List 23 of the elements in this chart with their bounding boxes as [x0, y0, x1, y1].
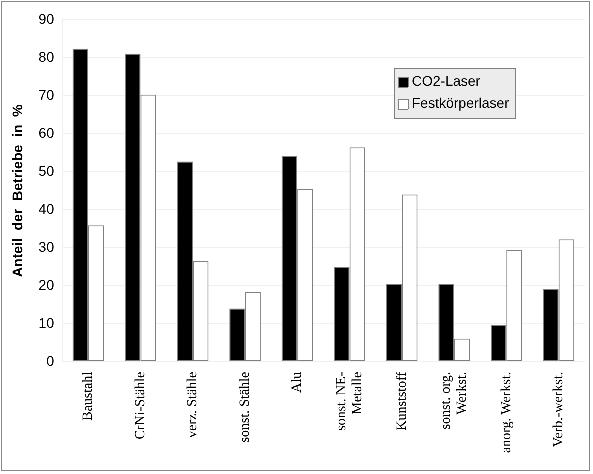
y-tick-label: 30 [38, 238, 55, 255]
x-tick-label: sonst. org. Werkst. [439, 372, 470, 430]
x-tick-label: Kunststoff [394, 372, 410, 431]
y-axis-title: Anteil der Betriebe in % [9, 104, 26, 278]
y-tick-label: 70 [38, 86, 55, 103]
y-tick-label: 60 [38, 124, 55, 141]
x-tick-label: Baustahl [81, 372, 96, 421]
y-tick-label: 0 [46, 352, 55, 369]
y-tick-label: 80 [38, 48, 55, 65]
x-tick-label: verz. Stähle [186, 372, 201, 438]
x-tick-label: Alu [290, 372, 306, 393]
y-tick-label: 90 [38, 10, 55, 27]
legend-label: Festkörperlaser [412, 94, 510, 111]
y-tick-label: 10 [38, 314, 55, 331]
y-tick-label: 20 [38, 276, 55, 293]
legend-label: CO2-Laser [412, 72, 481, 89]
y-tick-label: 50 [38, 162, 55, 179]
x-tick-label: CrNi-Stähle [133, 372, 148, 440]
x-tick-label: Verb.-werkst. [552, 372, 567, 448]
x-tick-label: sonst. NE- Metalle [334, 372, 366, 432]
x-tick-label: anorg. Werkst. [499, 372, 514, 454]
y-tick-label: 40 [38, 200, 55, 217]
x-tick-label: sonst. Stähle [238, 372, 253, 443]
